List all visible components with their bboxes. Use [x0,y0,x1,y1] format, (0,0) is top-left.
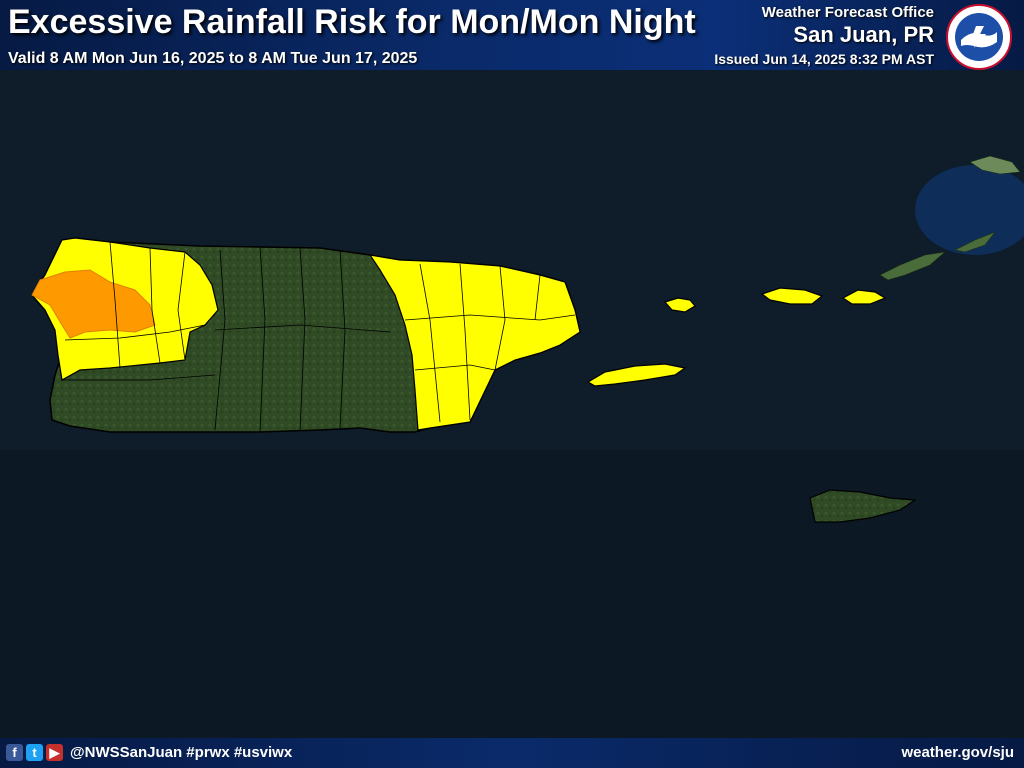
facebook-icon[interactable]: f [6,744,23,761]
twitter-icon[interactable]: t [26,744,43,761]
st-john-island [841,289,887,305]
anegada-island [969,155,1021,175]
youtube-icon[interactable]: ▶ [46,744,63,761]
st-thomas-island [760,287,824,305]
rainfall-risk-map [0,70,1024,738]
office-city: San Juan, PR [793,22,934,47]
municipal-boundaries [62,241,576,433]
map-title: Excessive Rainfall Risk for Mon/Mon Nigh… [8,3,696,41]
deep-ocean [0,450,1024,738]
british-virgin-islands [879,231,996,281]
website-link[interactable]: weather.gov/sju [901,744,1014,761]
issued-time: Issued Jun 14, 2025 8:32 PM AST [714,51,934,67]
shallow-water-east [915,165,1024,255]
west-slight-risk-area [31,269,156,339]
east-marginal-risk-area [368,254,581,431]
social-handle: @NWSSanJuan #prwx #usviwx [70,744,293,761]
office-label: Weather Forecast Office [761,4,934,21]
st-croix-island [809,489,917,523]
nws-logo-icon [946,4,1012,70]
footer-bar: f t ▶ @NWSSanJuan #prwx #usviwx weather.… [0,738,1024,768]
social-icons: f t ▶ [6,744,63,761]
vieques-island [586,363,687,387]
culebra-island [663,297,696,313]
valid-period: Valid 8 AM Mon Jun 16, 2025 to 8 AM Tue … [8,50,418,67]
header-bar: Excessive Rainfall Risk for Mon/Mon Nigh… [0,0,1024,70]
